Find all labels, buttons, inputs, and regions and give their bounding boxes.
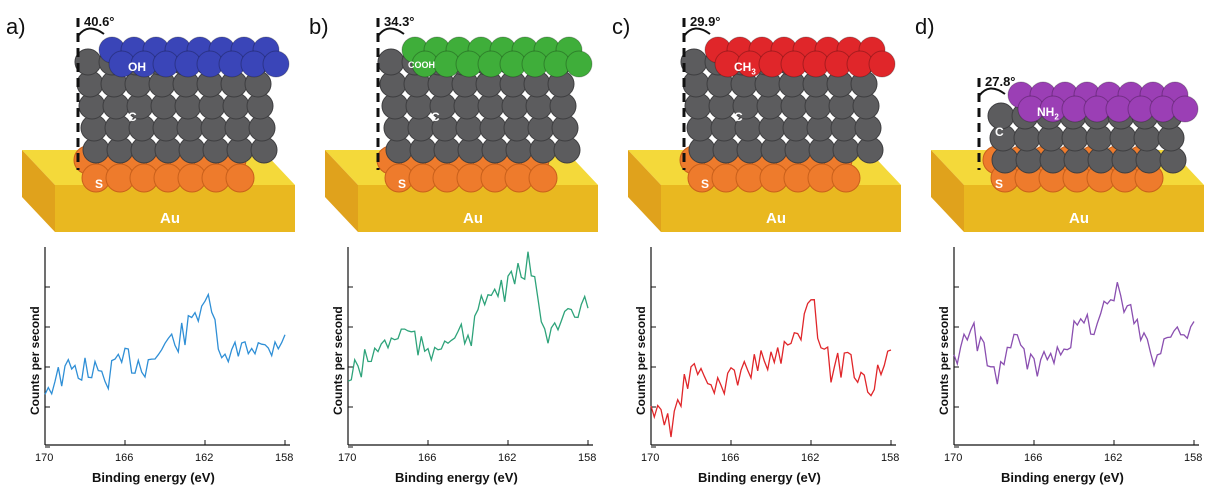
panel-d: d) 27.8° NH2 C S Au Counts per second Binding e… — [909, 0, 1212, 490]
sulfur-label: S — [701, 177, 710, 191]
functional-group-label: NH2 — [1037, 105, 1059, 122]
gold-substrate-side — [628, 150, 661, 232]
panel-letter: a) — [6, 14, 26, 39]
panel-letter: c) — [612, 14, 631, 39]
monolayer-scene — [22, 18, 295, 448]
x-tick-label: 162 — [1104, 452, 1123, 464]
y-axis-label: Counts per second — [28, 306, 42, 415]
tilt-angle-arc — [683, 27, 711, 37]
functional-group-atom — [262, 50, 290, 78]
functional-group-label: CH3 — [734, 60, 756, 77]
x-axis-label: Binding energy (eV) — [92, 470, 215, 485]
sulfur-atom — [225, 163, 255, 193]
functional-group-atom — [868, 50, 896, 78]
gold-substrate-front — [964, 185, 1204, 232]
gold-substrate-side — [22, 150, 55, 232]
carbon-label: C — [734, 110, 743, 124]
monolayer-scene — [931, 78, 1204, 448]
x-axis-label: Binding energy (eV) — [698, 470, 821, 485]
x-tick-label: 170 — [944, 452, 963, 464]
gold-substrate-side — [325, 150, 358, 232]
monolayer-scene — [628, 18, 901, 448]
gold-substrate-front — [55, 185, 295, 232]
sulfur-atom — [831, 163, 861, 193]
sulfur-label: S — [995, 177, 1004, 191]
sulfur-atom — [528, 163, 558, 193]
xps-spectrum-line — [347, 251, 589, 382]
carbon-atom — [377, 48, 405, 76]
tilt-angle-arc — [377, 27, 405, 37]
x-tick-label: 162 — [801, 452, 820, 464]
panel-letter: d) — [915, 14, 935, 39]
xps-spectrum-line — [953, 282, 1195, 385]
functional-group-label: COOH — [408, 60, 435, 70]
carbon-label: C — [128, 110, 137, 124]
gold-substrate-side — [931, 150, 964, 232]
x-tick-label: 158 — [881, 452, 900, 464]
gold-substrate-front — [358, 185, 598, 232]
tilt-angle-label: 29.9° — [690, 14, 721, 29]
carbon-label: C — [995, 125, 1004, 139]
functional-group-label: OH — [128, 60, 146, 74]
tilt-angle-label: 40.6° — [84, 14, 115, 29]
substrate-label: Au — [766, 210, 786, 227]
y-axis-label: Counts per second — [937, 306, 951, 415]
tilt-angle-arc — [978, 87, 1006, 97]
x-tick-label: 166 — [721, 452, 740, 464]
functional-group-atom — [1171, 95, 1199, 123]
sulfur-label: S — [95, 177, 104, 191]
panel-a: a) 40.6° OH C S Au Counts per second Binding en… — [0, 0, 303, 490]
x-tick-label: 158 — [275, 452, 294, 464]
xps-spectrum-line — [650, 299, 892, 438]
x-tick-label: 158 — [578, 452, 597, 464]
panel-c: c) 29.9° CH3 C S Au Counts per second Binding e… — [606, 0, 909, 490]
x-tick-label: 166 — [418, 452, 437, 464]
functional-group-atom — [565, 50, 593, 78]
x-axis-label: Binding energy (eV) — [1001, 470, 1124, 485]
substrate-label: Au — [160, 210, 180, 227]
substrate-label: Au — [1069, 210, 1089, 227]
tilt-angle-label: 34.3° — [384, 14, 415, 29]
x-tick-label: 166 — [1024, 452, 1043, 464]
x-tick-label: 162 — [195, 452, 214, 464]
xps-spectrum-line — [44, 292, 286, 396]
tilt-angle-label: 27.8° — [985, 74, 1016, 89]
substrate-label: Au — [463, 210, 483, 227]
xps-axes — [650, 247, 896, 448]
xps-axes — [44, 247, 290, 448]
monolayer-scene — [325, 18, 598, 448]
tilt-angle-arc — [77, 27, 105, 37]
y-axis-label: Counts per second — [634, 306, 648, 415]
x-tick-label: 158 — [1184, 452, 1203, 464]
sulfur-label: S — [398, 177, 407, 191]
panel-letter: b) — [309, 14, 329, 39]
x-tick-label: 170 — [35, 452, 54, 464]
x-tick-label: 170 — [641, 452, 660, 464]
y-axis-label: Counts per second — [331, 306, 345, 415]
x-tick-label: 162 — [498, 452, 517, 464]
panel-b: b) 34.3° COOH C S Au Counts per second Binding … — [303, 0, 606, 490]
x-tick-label: 170 — [338, 452, 357, 464]
xps-axes — [953, 247, 1199, 448]
x-tick-label: 166 — [115, 452, 134, 464]
carbon-label: C — [431, 110, 440, 124]
gold-substrate-front — [661, 185, 901, 232]
xps-axes — [347, 247, 593, 448]
x-axis-label: Binding energy (eV) — [395, 470, 518, 485]
